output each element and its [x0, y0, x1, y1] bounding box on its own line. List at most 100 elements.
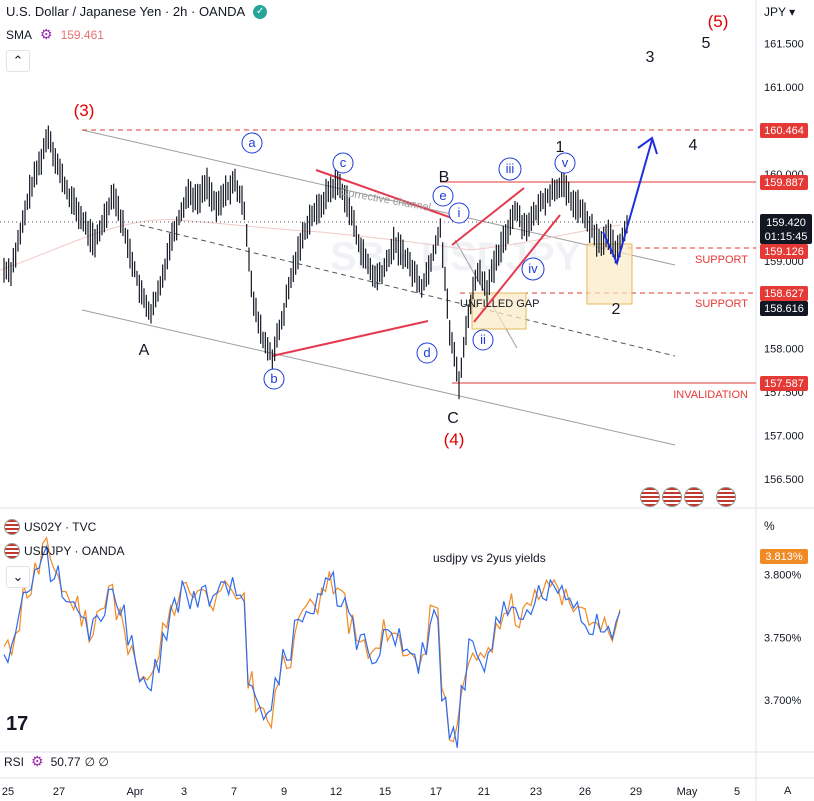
wave-label-4: (4): [444, 430, 465, 449]
other-price-tag: 158.616: [760, 301, 808, 316]
time-axis[interactable]: 25 27 Apr 3 7 9 12 15 17 21 23 26 29 May 5 5 19: [2, 786, 740, 798]
usdjpy-label: USDJPY · OANDA: [24, 544, 125, 558]
time-tick-3: 3: [181, 786, 187, 798]
circled-wave-i: i: [448, 202, 470, 224]
us02y-line: [3, 536, 621, 743]
tradingview-logo: 17: [6, 713, 28, 735]
event-flag-icon-4[interactable]: [716, 487, 736, 507]
svg-text:158.627: 158.627: [764, 288, 804, 300]
time-tick-13: May: [677, 786, 698, 798]
time-tick-1: 27: [53, 786, 65, 798]
time-tick-12: 29: [630, 786, 642, 798]
circled-wave-c: c: [332, 152, 354, 174]
wave-label-5-minor: 5: [702, 35, 711, 52]
price-tick-5: 159.000: [764, 256, 804, 268]
auto-scale-button[interactable]: A: [784, 785, 792, 797]
wave-label-C: C: [447, 410, 459, 427]
us02y-label: US02Y · TVC: [24, 520, 97, 534]
circled-wave-a: a: [241, 132, 263, 154]
time-tick-14: 5: [734, 786, 740, 798]
invalidation-label: INVALIDATION: [673, 389, 748, 401]
svg-text:157.587: 157.587: [764, 378, 804, 390]
wave-label-1: 1: [556, 139, 565, 156]
level-157587-tag: 157.587: [760, 376, 808, 391]
price-tick-7: 158.000: [764, 343, 804, 355]
event-flag-icon-3[interactable]: [684, 487, 704, 507]
price-tick-10: 156.500: [764, 474, 804, 486]
svg-text:e: e: [439, 188, 446, 203]
time-tick-7: 15: [379, 786, 391, 798]
yield-series: [3, 536, 621, 748]
rsi-label: RSI: [4, 754, 25, 769]
currency-selector[interactable]: JPY ▾: [764, 5, 795, 19]
svg-text:ii: ii: [480, 332, 486, 347]
event-flag-icon[interactable]: [640, 487, 660, 507]
price-axis[interactable]: 161.500161.000160.500160.000159.500159.0…: [764, 39, 804, 486]
level-160464-tag: 160.464: [760, 123, 808, 138]
projection-path: [602, 139, 653, 266]
yield-tick-1: 3.750%: [764, 632, 802, 644]
unfilled-gap-box: [471, 292, 527, 330]
sma-line: [0, 219, 621, 271]
svg-text:a: a: [248, 135, 256, 150]
us-flag-icon-2: [4, 543, 20, 559]
circled-wave-ii: ii: [472, 329, 494, 351]
rsi-legend[interactable]: RSI ⚙ 50.77 ∅ ∅: [4, 753, 109, 770]
circled-wave-b: b: [263, 368, 285, 390]
rsi-settings-icon[interactable]: ⚙: [31, 753, 44, 769]
svg-text:iv: iv: [528, 261, 538, 276]
usdjpy-legend[interactable]: USDJPY · OANDA: [4, 543, 124, 559]
time-tick-2: Apr: [126, 786, 143, 798]
svg-text:160.464: 160.464: [764, 125, 804, 137]
price-tick-0: 161.500: [764, 39, 804, 51]
yield-last-tag: 3.813%: [760, 549, 808, 564]
yield-annotation: usdjpy vs 2yus yields: [433, 551, 546, 565]
svg-text:01:15:45: 01:15:45: [765, 231, 808, 243]
support-label-1: SUPPORT: [695, 254, 748, 266]
us02y-legend[interactable]: US02Y · TVC: [4, 519, 96, 535]
circled-wave-d: d: [416, 342, 438, 364]
rsi-extra: ∅ ∅: [84, 754, 109, 769]
unfilled-gap-label: UNFILLED GAP: [460, 298, 539, 310]
wave-label-4-minor: 4: [689, 137, 698, 154]
circled-wave-iv: iv: [521, 257, 545, 281]
wave-channel-lower: [473, 214, 561, 323]
wave-channel-upper: [451, 187, 525, 246]
yield-tick-2: 3.700%: [764, 695, 802, 707]
time-tick-0: 25: [2, 786, 14, 798]
wave2-target-box: [586, 243, 633, 305]
collapse-lower-legend-button[interactable]: ⌄: [6, 566, 30, 588]
time-tick-8: 17: [430, 786, 442, 798]
symbol-legend[interactable]: U.S. Dollar / Japanese Yen · 2h · OANDA …: [6, 4, 268, 19]
lower-unit: %: [764, 519, 775, 533]
event-flag-icon-2[interactable]: [662, 487, 682, 507]
time-tick-5: 9: [281, 786, 287, 798]
circled-wave-v: v: [554, 152, 576, 174]
svg-text:b: b: [270, 371, 277, 386]
triangle-upper-line: [315, 169, 453, 219]
time-tick-11: 26: [579, 786, 591, 798]
channel-mid-line: [139, 224, 676, 357]
yield-tick-0: 3.800%: [764, 570, 802, 582]
rsi-value: 50.77: [50, 754, 81, 769]
yield-axis[interactable]: 3.800% 3.750% 3.700%: [764, 570, 802, 707]
settings-icon[interactable]: ⚙: [40, 26, 53, 42]
currency-label: JPY: [764, 5, 786, 19]
collapse-legend-button[interactable]: ⌃: [6, 50, 30, 72]
symbol-title: U.S. Dollar / Japanese Yen · 2h · OANDA: [6, 4, 246, 19]
sma-legend[interactable]: SMA ⚙ 159.461: [6, 26, 104, 43]
chevron-down-icon-2: ⌄: [12, 569, 24, 584]
svg-text:c: c: [340, 155, 347, 170]
svg-text:iii: iii: [506, 161, 515, 176]
economic-events[interactable]: [640, 487, 736, 507]
circled-wave-iii: iii: [498, 157, 522, 181]
level-158627-tag: 158.627: [760, 286, 808, 301]
chevron-down-icon: ▾: [789, 5, 796, 19]
svg-text:v: v: [562, 155, 569, 170]
svg-text:159.420: 159.420: [766, 217, 806, 229]
level-159126-tag: 159.126: [760, 244, 808, 259]
svg-text:159.887: 159.887: [764, 177, 804, 189]
price-tick-1: 161.000: [764, 82, 804, 94]
circled-wave-e: e: [432, 185, 454, 207]
